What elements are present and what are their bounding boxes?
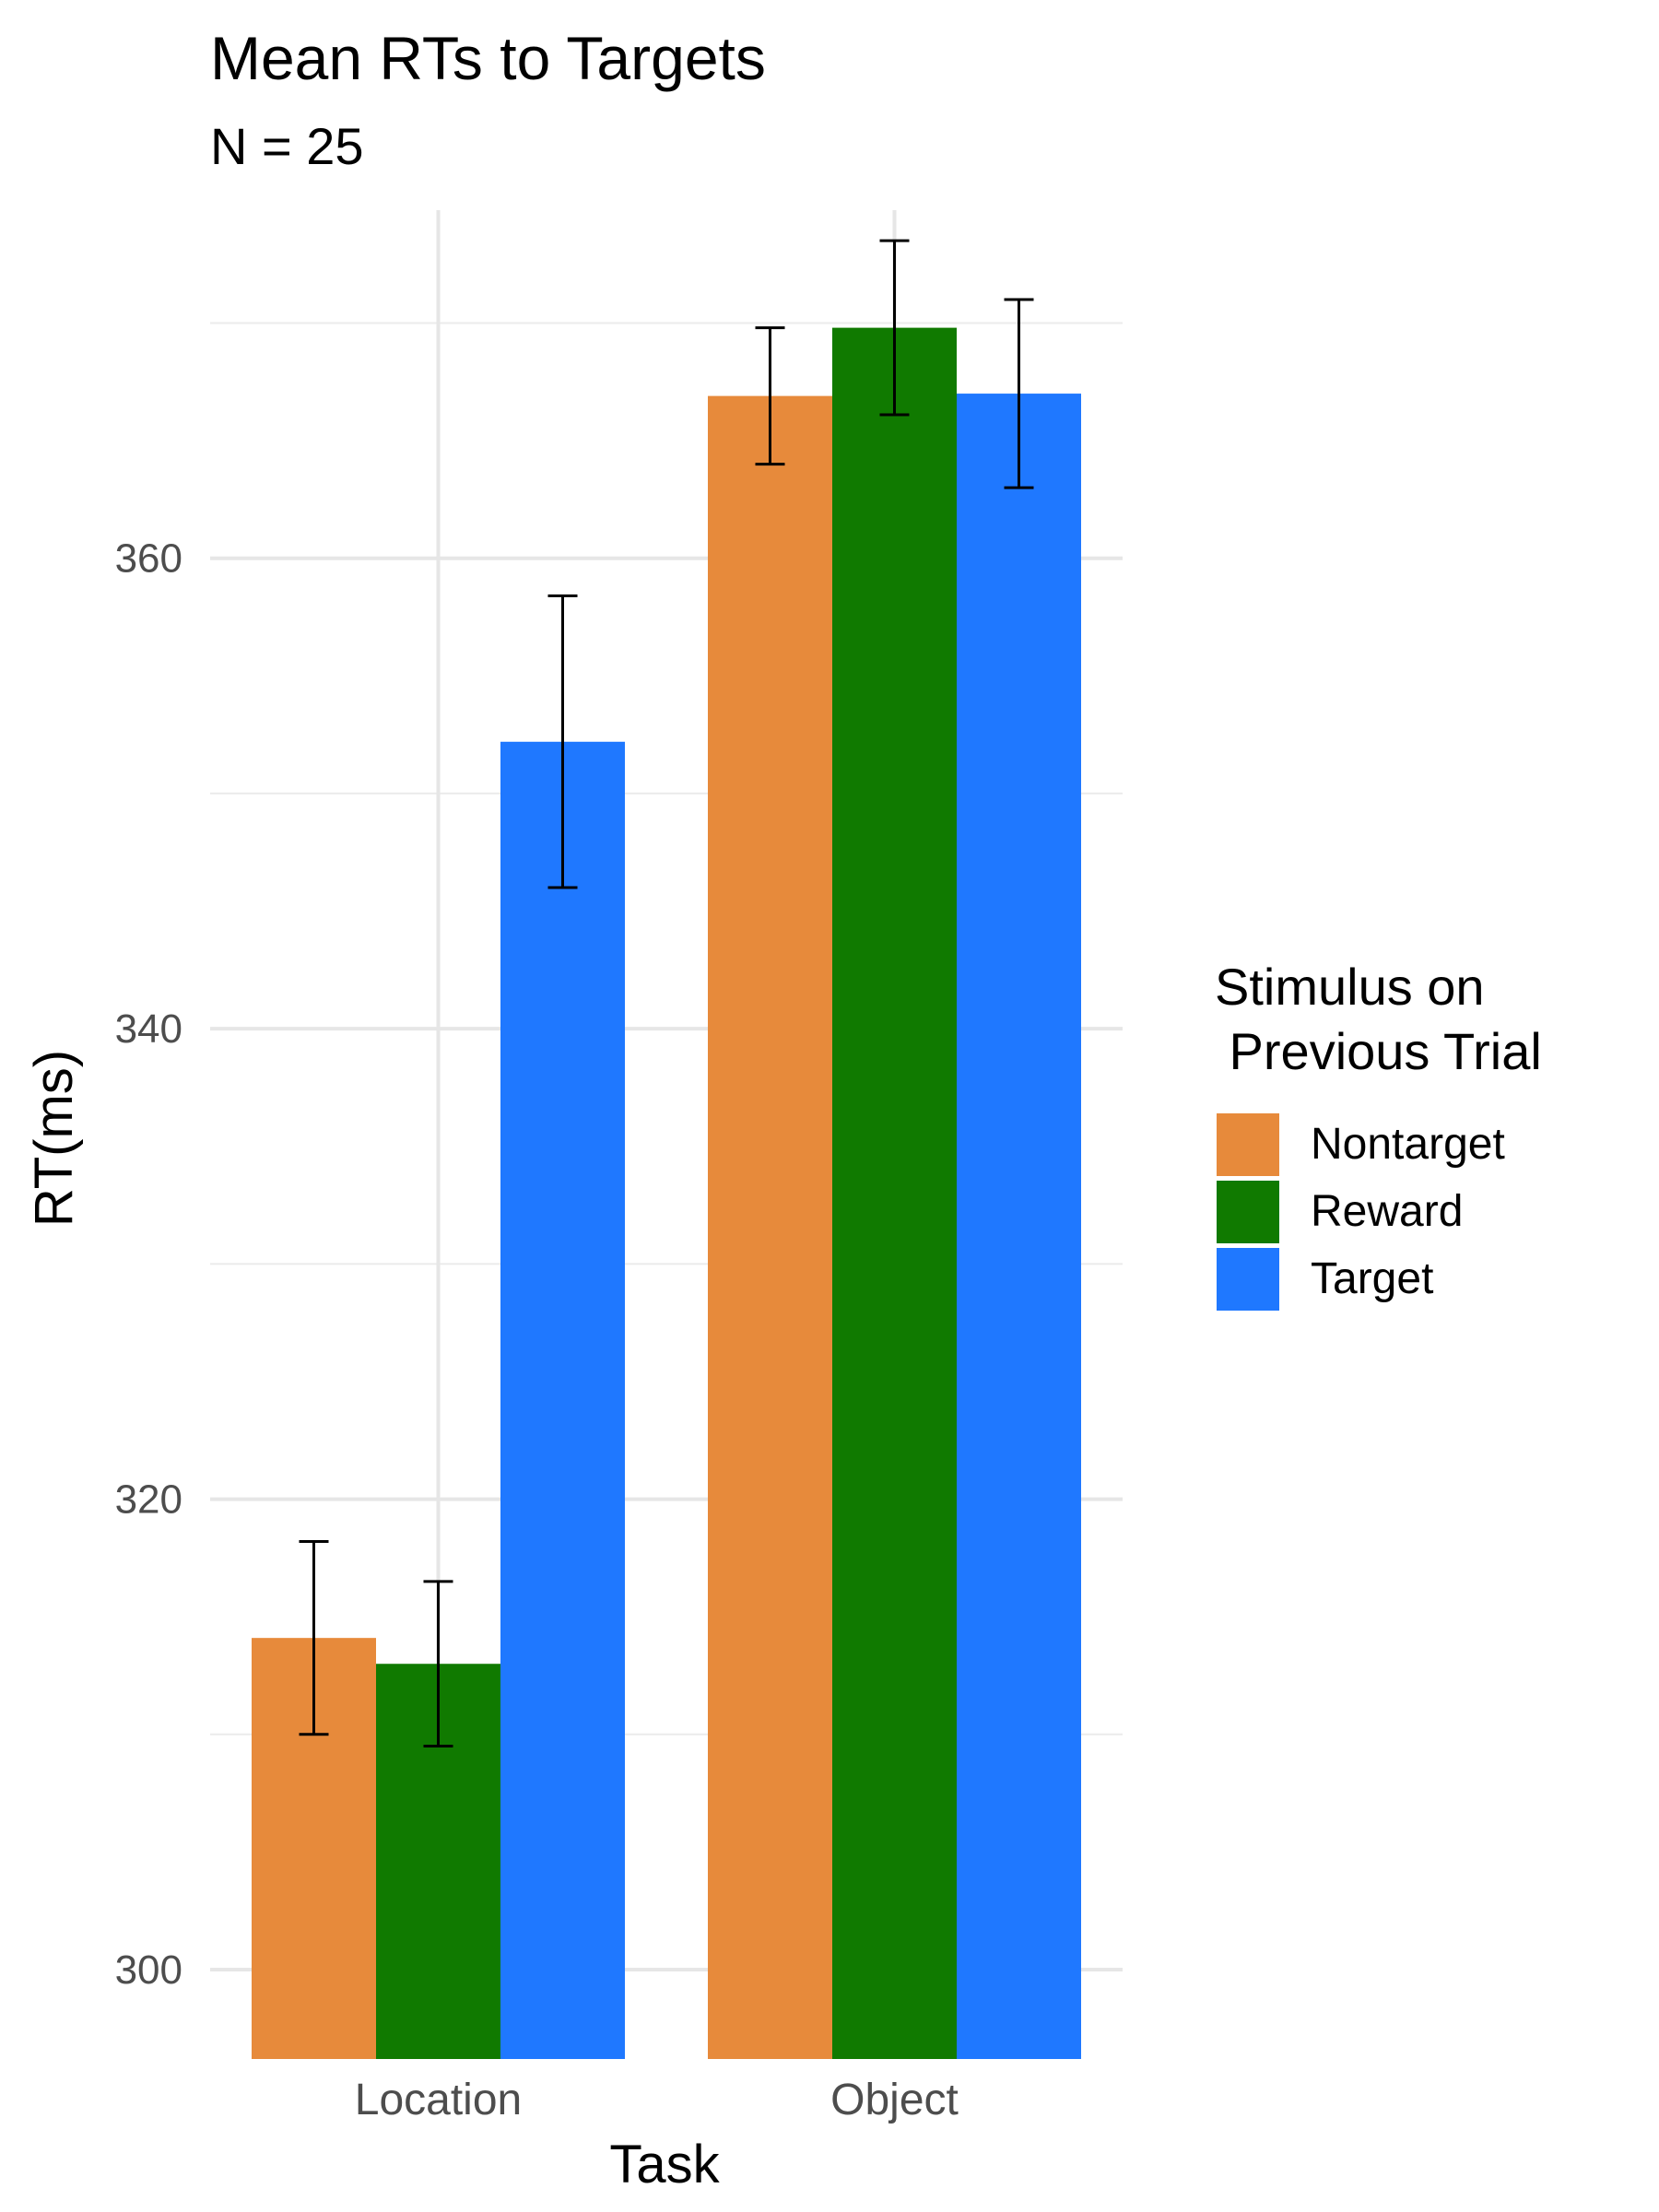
legend: Stimulus on Previous Trial Nontarget Rewa… xyxy=(1215,958,1542,1311)
error-bar-location-nontarget xyxy=(299,1540,329,1736)
error-bar-location-reward xyxy=(423,1580,453,1748)
error-bar-object-target xyxy=(1004,298,1034,489)
x-tick-label: Object xyxy=(830,2076,959,2124)
y-tick-label: 320 xyxy=(115,1477,182,1523)
x-tick-labels: Location Object xyxy=(355,2076,959,2124)
legend-label: Target xyxy=(1311,1254,1433,1303)
legend-item-reward: Reward xyxy=(1217,1181,1463,1243)
legend-swatch xyxy=(1217,1248,1279,1311)
legend-item-target: Target xyxy=(1217,1248,1433,1311)
legend-items: Nontarget Reward Target xyxy=(1217,1113,1505,1311)
x-tick-label: Location xyxy=(355,2076,522,2124)
bar-object-reward xyxy=(832,327,957,2059)
chart-title: Mean RTs to Targets xyxy=(210,24,766,92)
bar-object-nontarget xyxy=(708,395,832,2060)
legend-swatch xyxy=(1217,1113,1279,1176)
error-bar-object-reward xyxy=(879,239,910,417)
error-bars xyxy=(299,239,1034,1748)
legend-label: Nontarget xyxy=(1311,1120,1505,1169)
y-axis-title: RT(ms) xyxy=(24,1050,84,1227)
y-tick-label: 360 xyxy=(115,536,182,582)
error-bar-location-target xyxy=(547,594,578,889)
legend-title-line-1: Stimulus on xyxy=(1215,958,1485,1016)
x-axis-title: Task xyxy=(609,2135,720,2194)
y-tick-label: 340 xyxy=(115,1006,182,1052)
y-tick-label: 300 xyxy=(115,1947,182,1993)
legend-title-line-2: Previous Trial xyxy=(1215,1022,1542,1080)
chart-subtitle: N = 25 xyxy=(210,117,364,175)
legend-item-nontarget: Nontarget xyxy=(1217,1113,1505,1176)
y-tick-labels: 300 320 340 360 xyxy=(115,536,182,1993)
legend-title: Stimulus on Previous Trial xyxy=(1215,958,1542,1080)
legend-label: Reward xyxy=(1311,1187,1463,1236)
bars xyxy=(252,327,1081,2060)
error-bar-object-nontarget xyxy=(755,326,785,466)
legend-swatch xyxy=(1217,1181,1279,1243)
bar-object-target xyxy=(957,394,1081,2059)
bar-location-target xyxy=(500,741,625,2059)
